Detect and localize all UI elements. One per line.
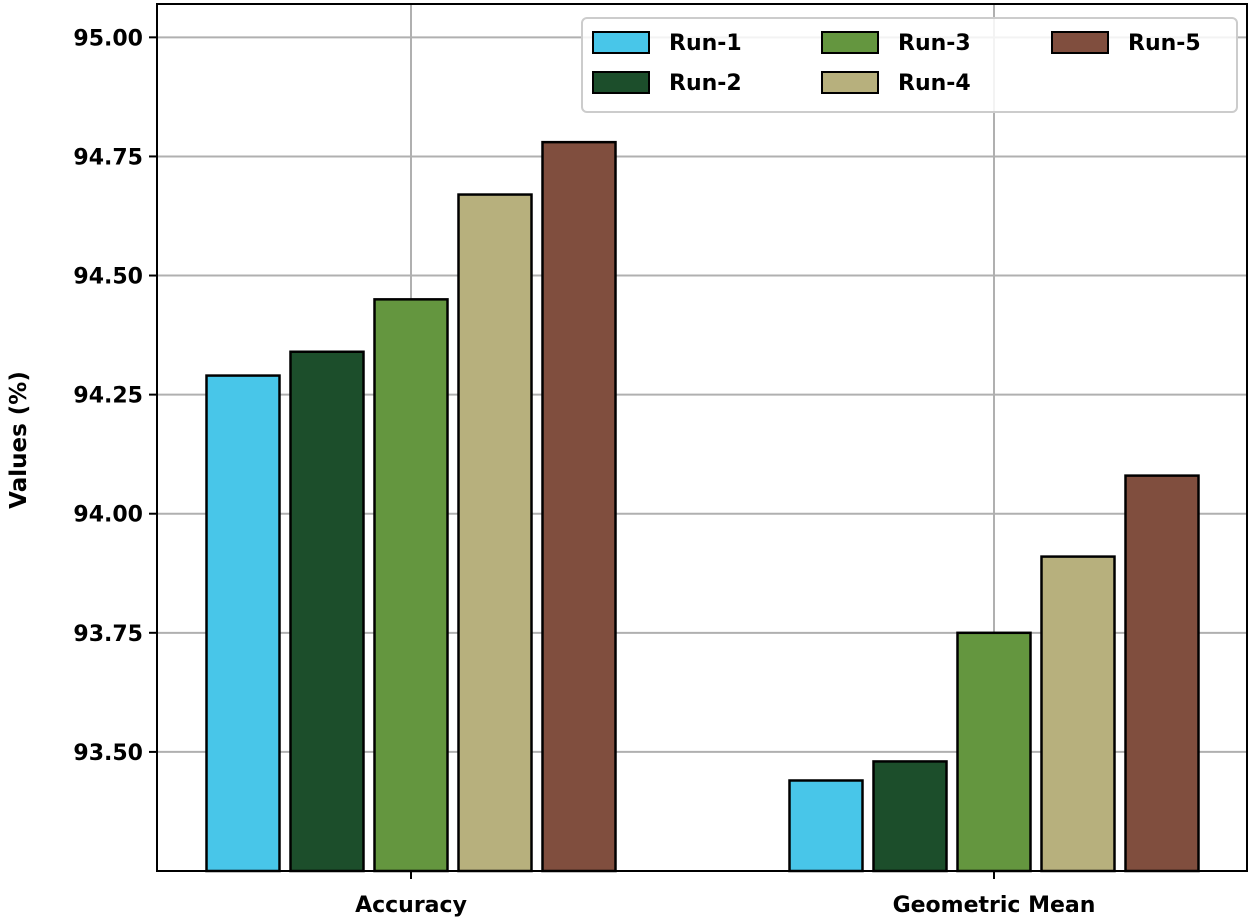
- legend-label-run-4: Run-4: [898, 71, 971, 96]
- legend-swatch-run-3: [821, 31, 879, 54]
- y-tick-label: 94.75: [73, 145, 143, 170]
- bar-run-1-geometric-mean: [788, 779, 864, 873]
- y-tick-labels: 93.50 93.75 94.00 94.25 94.50 94.75 95.00: [73, 26, 157, 766]
- bar-run-3-accuracy: [373, 298, 449, 873]
- bar-run-4-geometric-mean: [1040, 555, 1116, 873]
- bars: [205, 140, 1200, 873]
- y-tick-label: 93.75: [73, 622, 143, 647]
- legend-label-run-2: Run-2: [669, 71, 742, 96]
- legend-swatch-run-2: [592, 71, 650, 94]
- y-axis-label: Values (%): [6, 371, 32, 509]
- legend-swatch-run-1: [592, 31, 650, 54]
- y-tick-label: 94.50: [73, 265, 143, 290]
- x-tick-label: Accuracy: [355, 893, 467, 918]
- bar-run-1-accuracy: [205, 374, 281, 873]
- axes: [156, 3, 1248, 872]
- x-tick-labels: Accuracy Geometric Mean: [355, 871, 1095, 918]
- legend-swatch-run-4: [821, 71, 879, 94]
- bar-run-2-geometric-mean: [872, 760, 948, 873]
- y-tick-label: 94.25: [73, 384, 143, 409]
- x-tick-label: Geometric Mean: [893, 893, 1096, 918]
- bar-run-4-accuracy: [457, 193, 533, 873]
- plot-frame: [156, 3, 1248, 872]
- y-tick-label: 94.00: [73, 503, 143, 528]
- legend-label-run-5: Run-5: [1128, 31, 1201, 56]
- legend-swatch-run-5: [1051, 31, 1109, 54]
- bar-run-3-geometric-mean: [956, 631, 1032, 873]
- y-tick-label: 95.00: [73, 26, 143, 51]
- legend-label-run-1: Run-1: [669, 31, 742, 56]
- bar-run-5-geometric-mean: [1124, 474, 1200, 873]
- y-tick-label: 93.50: [73, 741, 143, 766]
- legend: Run-1 Run-2 Run-3 Run-4 Run-5: [581, 17, 1238, 113]
- bar-run-2-accuracy: [289, 350, 365, 873]
- legend-label-run-3: Run-3: [898, 31, 971, 56]
- bar-run-5-accuracy: [541, 140, 617, 873]
